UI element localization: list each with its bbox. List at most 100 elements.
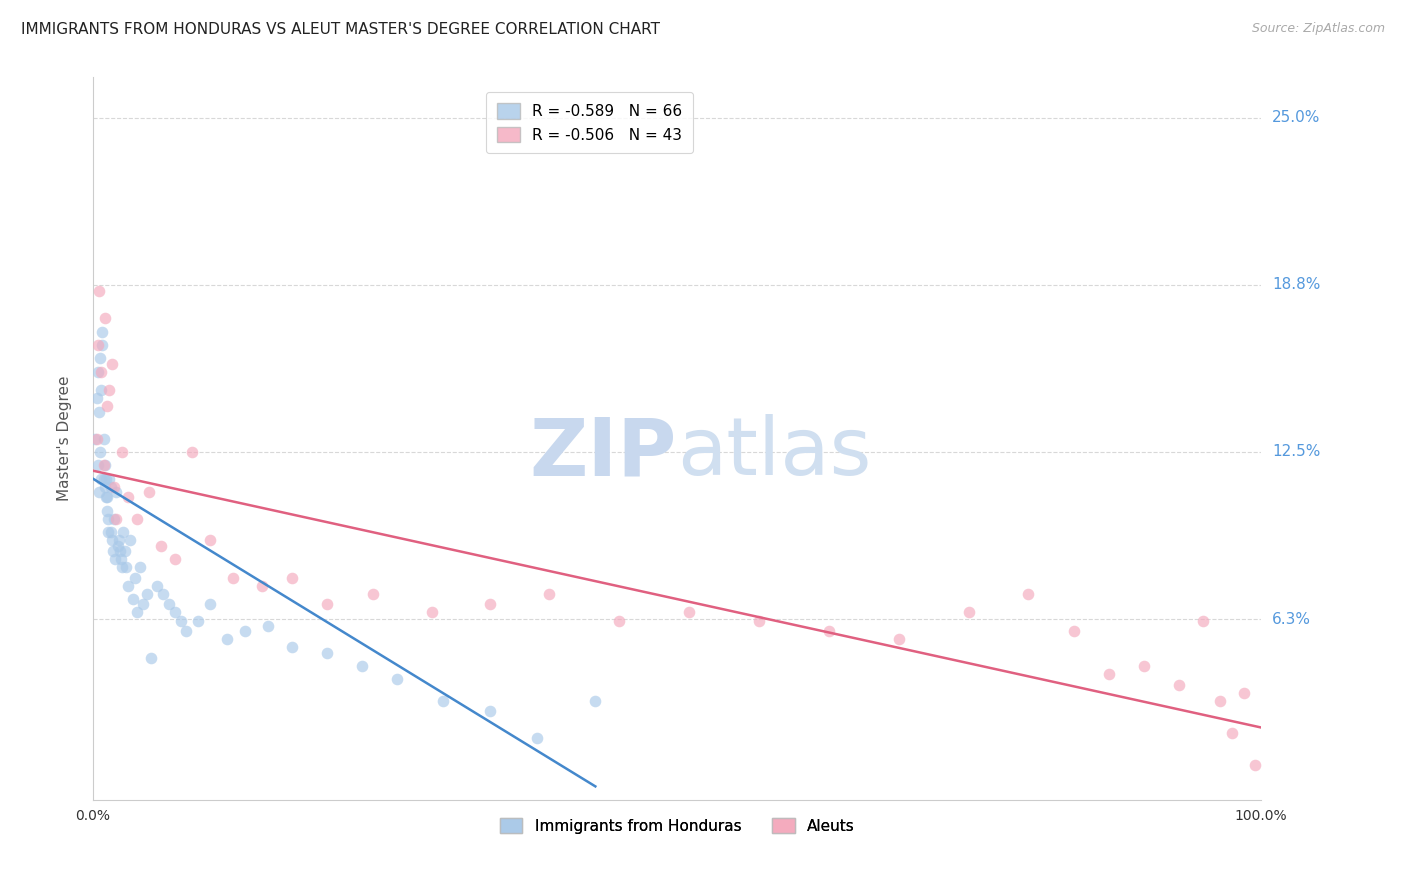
- Point: [198, 598, 221, 612]
- Point: [87, 405, 110, 419]
- Point: [90, 365, 112, 379]
- Point: [89, 351, 111, 366]
- Point: [1209, 694, 1232, 708]
- Point: [86, 392, 108, 406]
- Point: [280, 571, 302, 585]
- Point: [280, 640, 302, 655]
- Point: [93, 480, 115, 494]
- Point: [93, 311, 115, 326]
- Point: [105, 512, 128, 526]
- Point: [818, 624, 841, 639]
- Point: [385, 673, 408, 687]
- Point: [93, 472, 115, 486]
- Text: ZIP: ZIP: [530, 414, 678, 492]
- Point: [257, 619, 280, 633]
- Point: [1063, 624, 1085, 639]
- Point: [124, 571, 146, 585]
- Point: [100, 357, 122, 371]
- Point: [120, 533, 142, 548]
- Point: [363, 587, 385, 601]
- Point: [887, 632, 910, 647]
- Point: [86, 458, 108, 473]
- Point: [96, 400, 118, 414]
- Point: [1244, 758, 1267, 772]
- Point: [91, 338, 114, 352]
- Point: [96, 504, 118, 518]
- Point: [97, 525, 120, 540]
- Point: [117, 579, 139, 593]
- Text: 18.8%: 18.8%: [1272, 277, 1320, 293]
- Point: [93, 432, 115, 446]
- Point: [176, 624, 198, 639]
- Point: [1220, 726, 1243, 740]
- Point: [87, 285, 110, 299]
- Y-axis label: Master's Degree: Master's Degree: [58, 376, 72, 501]
- Point: [583, 694, 606, 708]
- Point: [1098, 667, 1121, 681]
- Text: IMMIGRANTS FROM HONDURAS VS ALEUT MASTER'S DEGREE CORRELATION CHART: IMMIGRANTS FROM HONDURAS VS ALEUT MASTER…: [21, 22, 659, 37]
- Point: [198, 533, 221, 548]
- Point: [94, 472, 117, 486]
- Point: [107, 533, 129, 548]
- Point: [127, 606, 149, 620]
- Point: [163, 606, 186, 620]
- Point: [315, 646, 337, 660]
- Point: [89, 445, 111, 459]
- Point: [86, 338, 108, 352]
- Point: [181, 445, 204, 459]
- Point: [93, 458, 115, 473]
- Point: [128, 560, 150, 574]
- Point: [114, 560, 136, 574]
- Point: [98, 472, 121, 486]
- Point: [84, 432, 107, 446]
- Point: [127, 512, 149, 526]
- Point: [111, 445, 134, 459]
- Point: [957, 606, 980, 620]
- Point: [107, 539, 129, 553]
- Point: [432, 694, 454, 708]
- Point: [114, 544, 136, 558]
- Point: [1168, 678, 1191, 692]
- Point: [479, 705, 502, 719]
- Point: [110, 552, 132, 566]
- Point: [103, 512, 125, 526]
- Point: [97, 512, 120, 526]
- Legend: Immigrants from Honduras, Aleuts: Immigrants from Honduras, Aleuts: [491, 808, 863, 843]
- Point: [105, 485, 128, 500]
- Point: [1191, 614, 1213, 628]
- Point: [101, 544, 124, 558]
- Point: [103, 480, 125, 494]
- Point: [141, 651, 163, 665]
- Point: [537, 587, 560, 601]
- Point: [217, 632, 239, 647]
- Point: [169, 614, 191, 628]
- Point: [222, 571, 245, 585]
- Point: [91, 325, 114, 339]
- Point: [86, 365, 108, 379]
- Point: [112, 525, 135, 540]
- Text: atlas: atlas: [678, 414, 872, 492]
- Point: [138, 485, 160, 500]
- Text: 12.5%: 12.5%: [1272, 444, 1320, 459]
- Point: [100, 480, 122, 494]
- Point: [93, 458, 115, 473]
- Text: 6.3%: 6.3%: [1272, 612, 1312, 627]
- Point: [135, 587, 157, 601]
- Point: [233, 624, 256, 639]
- Point: [1017, 587, 1039, 601]
- Point: [315, 598, 337, 612]
- Point: [98, 384, 121, 398]
- Point: [252, 579, 274, 593]
- Point: [121, 592, 143, 607]
- Point: [117, 491, 139, 505]
- Point: [187, 614, 209, 628]
- Point: [100, 533, 122, 548]
- Point: [132, 598, 155, 612]
- Point: [86, 432, 108, 446]
- Point: [94, 491, 117, 505]
- Point: [526, 731, 548, 746]
- Point: [149, 539, 172, 553]
- Point: [111, 560, 134, 574]
- Point: [146, 579, 169, 593]
- Point: [350, 659, 373, 673]
